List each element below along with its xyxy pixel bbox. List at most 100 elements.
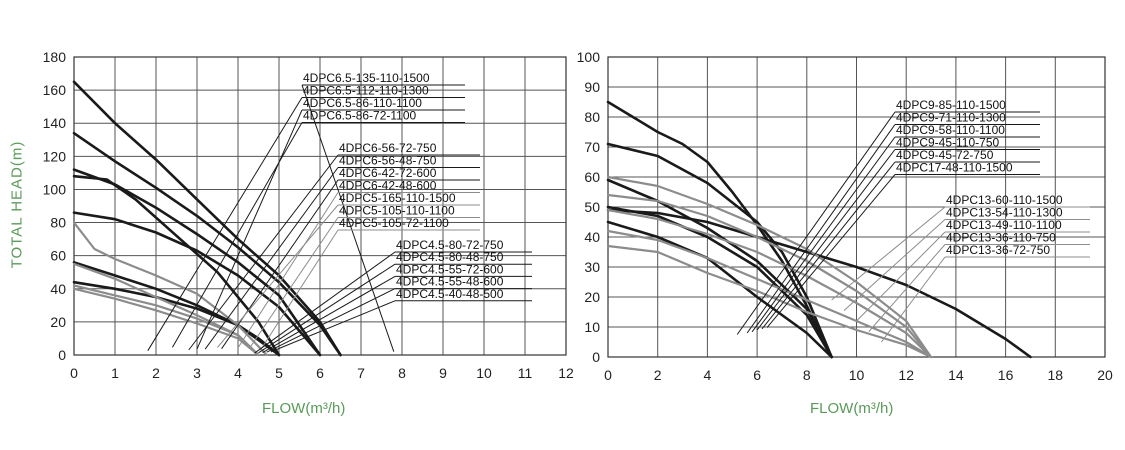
y-tick-label: 100	[43, 181, 67, 197]
legend-leader-line	[856, 231, 946, 322]
curve-4DPC13-60-110-1500	[606, 175, 933, 359]
x-tick-label: 0	[70, 365, 78, 381]
legend-label: 4DPC4.5-80-48-750	[396, 250, 504, 264]
y-tick-label: 80	[50, 215, 66, 231]
legend-label: 4DPC6.5-112-110-1300	[303, 84, 429, 98]
legend-label: 4DPC13-60-110-1500	[946, 193, 1063, 207]
curve-4DPC9-58-110-1100	[606, 178, 833, 359]
curve-4DPC9-45-110-750	[606, 220, 833, 359]
x-tick-label: 4	[234, 365, 242, 381]
legend-label: 4DPC6-42-72-600	[339, 166, 437, 180]
curve-4DPC9-45-72-750	[606, 205, 833, 359]
curve-4DPC13-36-72-750	[606, 229, 933, 359]
legend-label: 4DPC9-85-110-1500	[896, 98, 1006, 112]
curve-4DPC5-105-72-1100	[72, 287, 260, 357]
y-tick-label: 40	[50, 281, 66, 297]
x-tick-label: 6	[753, 367, 761, 383]
legend-leader-line	[746, 124, 896, 334]
right-chart-panel: 0 2 4 6 8 10 12 14 16 18 20 0 10 20 30 40 50 60 70 80 90 100 4…	[577, 49, 1113, 383]
legend-label: 4DPC13-36-72-750	[946, 243, 1050, 257]
legend-label: 4DPC6-42-48-600	[339, 179, 437, 193]
legend-label: 4DPC13-36-110-750	[946, 231, 1056, 245]
y-tick-label: 50	[584, 199, 600, 215]
legend-leader-line	[237, 192, 339, 349]
left-x-axis-title: FLOW(m³/h)	[262, 400, 346, 417]
right-x-axis-title: FLOW(m³/h)	[810, 400, 894, 417]
y-tick-label: 60	[50, 248, 66, 264]
legend-leader-line	[766, 174, 896, 328]
legend-label: 4DPC5-165-110-1500	[339, 191, 456, 205]
y-tick-label: 160	[43, 82, 67, 98]
legend-leader-line	[880, 256, 946, 343]
legend-label: 4DPC9-71-110-1300	[896, 111, 1006, 125]
legend-leader-line	[196, 109, 303, 350]
x-tick-label: 4	[704, 367, 712, 383]
curve-4DPC13-54-110-1300	[606, 193, 933, 359]
legend-leader-line	[258, 263, 396, 354]
legend-leader-line	[736, 111, 896, 335]
x-tick-label: 2	[152, 365, 160, 381]
legend-label: 4DPC6.5-86-110-1100	[303, 96, 422, 110]
legend-label: 4DPC4.5-80-72-750	[396, 238, 504, 252]
legend-leader-line	[147, 97, 303, 351]
curve-4DPC9-85-110-1500	[606, 100, 833, 359]
y-tick-label: 60	[584, 169, 600, 185]
x-tick-label: 5	[275, 365, 283, 381]
curve-4DPC6.5-112-110-1300	[72, 131, 342, 357]
curve-4DPC17-48-110-1500	[606, 208, 1032, 359]
legend-leader-line	[217, 204, 339, 348]
legend-leader-line	[249, 217, 339, 348]
legend-label: 4DPC5-105-72-1100	[339, 216, 449, 230]
legend-label: 4DPC6-56-48-750	[339, 154, 437, 168]
legend-leader-line	[761, 161, 896, 330]
x-tick-label: 2	[654, 367, 662, 383]
legend-leader-line	[270, 300, 396, 353]
x-tick-label: 11	[518, 365, 533, 381]
x-tick-label: 1	[111, 365, 119, 381]
curve-4DPC6-42-72-600	[72, 280, 281, 357]
x-tick-label: 18	[1048, 367, 1064, 383]
legend-label: 4DPC5-105-110-1100	[339, 204, 455, 218]
legend-leader-line	[221, 179, 339, 349]
legend-leader-line	[254, 251, 396, 354]
x-tick-label: 6	[316, 365, 324, 381]
y-tick-label: 30	[584, 259, 600, 275]
legend-label: 4DPC13-54-110-1300	[946, 206, 1063, 220]
legend-leader-line	[831, 206, 946, 301]
legend-label: 4DPC9-45-110-750	[896, 136, 999, 150]
y-tick-label: 80	[584, 109, 600, 125]
legend-label: 4DPC6.5-135-110-1500	[303, 71, 430, 85]
y-tick-label: 70	[584, 139, 600, 155]
x-tick-label: 7	[357, 365, 365, 381]
y-tick-label: 40	[584, 229, 600, 245]
x-tick-label: 14	[948, 367, 964, 383]
x-tick-label: 8	[398, 365, 406, 381]
curve-4DPC6.5-86-72-1100	[72, 211, 322, 357]
x-tick-label: 10	[849, 367, 865, 383]
x-tick-label: 9	[439, 365, 447, 381]
legend-leader-line	[751, 136, 896, 333]
x-tick-label: 8	[803, 367, 811, 383]
x-tick-label: 0	[604, 367, 612, 383]
y-tick-label: 180	[43, 49, 67, 65]
y-axis-title: TOTAL HEAD(m)	[8, 140, 26, 269]
curve-4DPC6.5-135-110-1500	[72, 80, 342, 357]
curve-4DPC6-56-72-750	[72, 174, 281, 357]
legend-leader-line	[756, 149, 896, 331]
legend-label: 4DPC4.5-55-48-600	[396, 275, 504, 289]
curve-4DPC13-36-110-750	[606, 244, 933, 359]
curve-4DPC5-105-110-1100	[72, 284, 260, 357]
y-tick-label: 20	[584, 289, 600, 305]
x-tick-label: 16	[998, 367, 1014, 383]
y-tick-label: 100	[577, 49, 601, 65]
legend-label: 4DPC9-45-72-750	[896, 148, 994, 162]
y-tick-label: 120	[43, 148, 67, 164]
y-tick-label: 20	[50, 314, 66, 330]
y-tick-label: 0	[58, 347, 66, 363]
legend-label: 4DPC9-58-110-1100	[896, 123, 1005, 137]
legend-leader-line	[188, 154, 339, 351]
legend-leader-line	[171, 122, 303, 348]
legend-leader-line	[266, 288, 396, 353]
x-tick-label: 12	[558, 365, 574, 381]
